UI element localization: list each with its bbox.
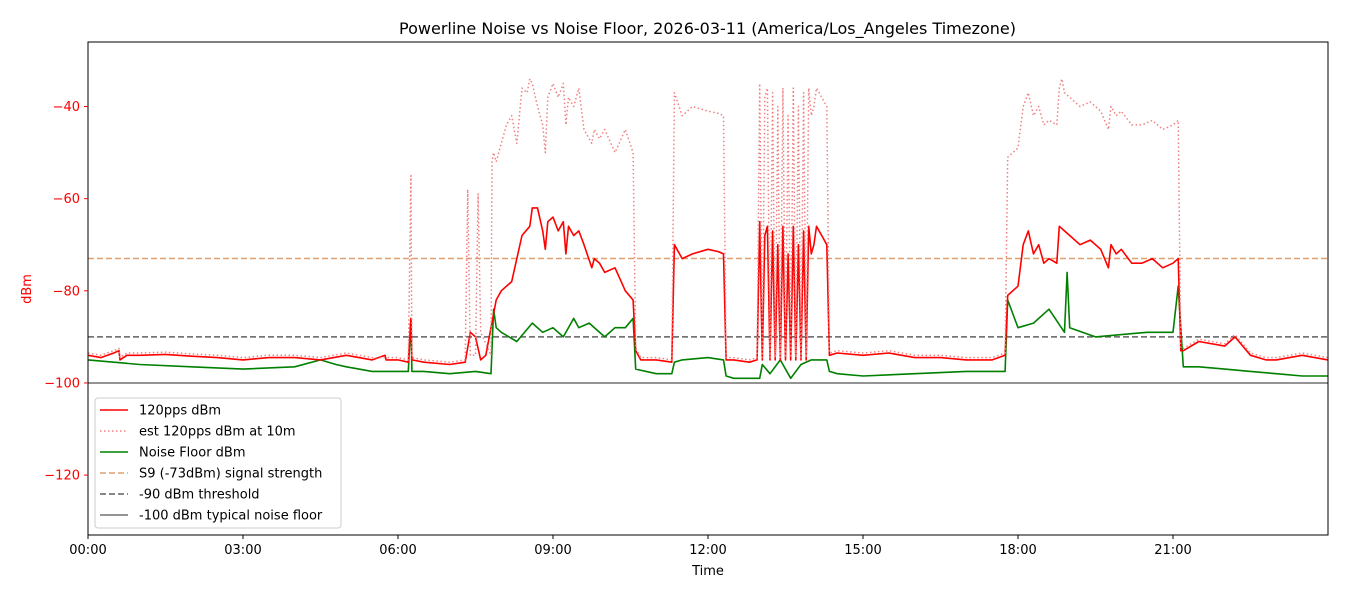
- legend-label-3: S9 (-73dBm) signal strength: [139, 467, 322, 482]
- legend-label-2: Noise Floor dBm: [139, 446, 246, 461]
- x-tick-label-3: 09:00: [534, 543, 571, 558]
- x-tick-label-7: 21:00: [1154, 543, 1191, 558]
- chart-title: Powerline Noise vs Noise Floor, 2026-03-…: [399, 19, 1016, 39]
- x-tick-label-2: 06:00: [379, 543, 416, 558]
- x-axis-label: Time: [691, 564, 724, 579]
- legend-box: [94, 397, 342, 529]
- plot-area: [88, 78, 1328, 384]
- series-line-1: [88, 78, 1328, 363]
- x-tick-label-0: 00:00: [69, 543, 106, 558]
- y-tick-label-2: −80: [53, 284, 80, 299]
- legend-label-0: 120pps dBm: [139, 404, 221, 419]
- y-axis-label: dBm: [20, 274, 35, 304]
- x-tick-label-4: 12:00: [689, 543, 726, 558]
- y-tick-label-0: −40: [53, 100, 80, 115]
- legend: 120pps dBm est 120pps dBm at 10m Noise Flo…: [94, 397, 342, 529]
- x-tick-label-6: 18:00: [999, 543, 1036, 558]
- y-tick-label-4: −120: [44, 469, 80, 484]
- y-tick-label-3: −100: [44, 376, 80, 391]
- axes: 00:00 03:00 06:00 09:00 12:00 15:00 18:00 21:00…: [44, 100, 1191, 558]
- legend-label-5: -100 dBm typical noise floor: [139, 509, 323, 524]
- legend-label-1: est 120pps dBm at 10m: [139, 425, 296, 440]
- legend-label-4: -90 dBm threshold: [139, 488, 260, 503]
- series-line-0: [88, 207, 1328, 366]
- x-tick-label-5: 15:00: [844, 543, 881, 558]
- y-tick-label-1: −60: [53, 192, 80, 207]
- series-line-2: [88, 271, 1328, 380]
- x-tick-label-1: 03:00: [224, 543, 261, 558]
